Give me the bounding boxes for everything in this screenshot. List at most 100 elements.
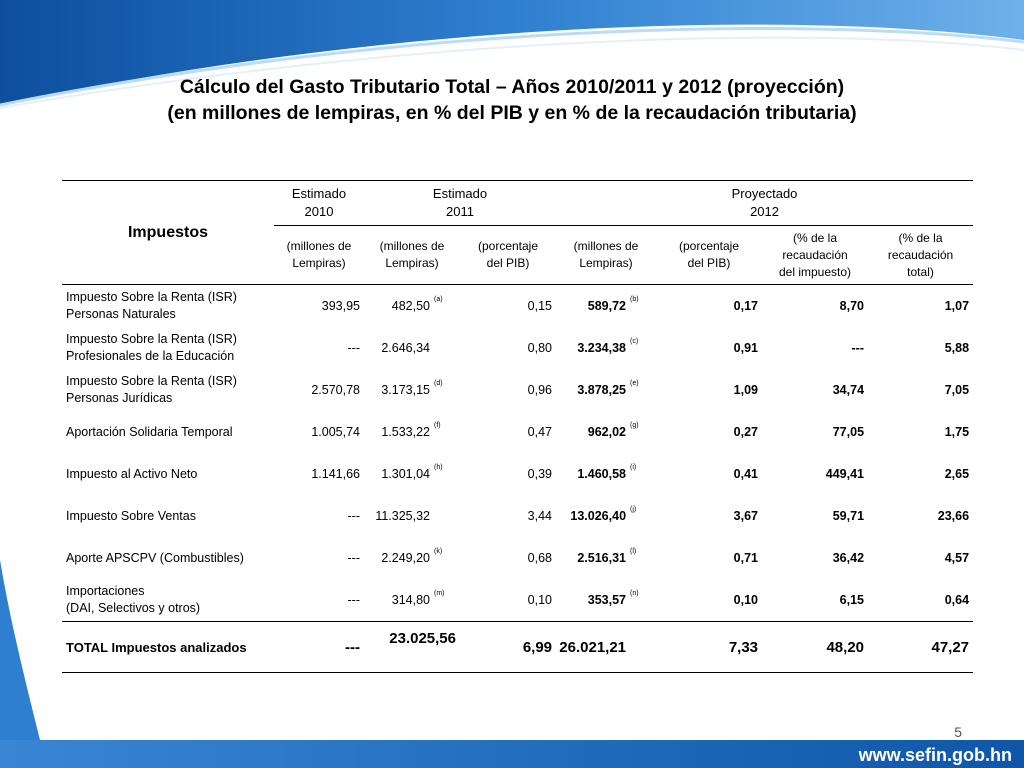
column-header-impuestos: Impuestos <box>62 180 274 285</box>
footnote-marker: (a) <box>434 296 443 303</box>
unit-header-2012-mill: (millones de Lempiras) <box>556 225 657 285</box>
estimado-2011-mill: 3.173,15 (d) <box>364 369 460 411</box>
slide-title: Cálculo del Gasto Tributario Total – Año… <box>0 74 1024 126</box>
estimado-2010: 393,95 <box>321 299 360 313</box>
table-row: Impuesto al Activo Neto 1.141,66 1.301,04(… <box>62 453 973 495</box>
tax-name: Impuesto Sobre la Renta (ISR) Personas Ju… <box>66 374 237 405</box>
proyectado-2012-pib: 0,71 <box>733 551 759 565</box>
tax-expenditure-table: Impuestos Estimado 2010 Estimado 2011 Proy… <box>62 180 974 673</box>
footnote-marker: (e) <box>630 380 639 387</box>
footnote-marker: (l) <box>630 548 637 555</box>
estimado-2010: 1.005,74 <box>311 425 360 439</box>
estimado-2011-pib: 0,68 <box>527 551 553 565</box>
total-2012-rec-tot: 47,27 <box>931 638 970 656</box>
unit-header-2011-mill: (millones de Lempiras) <box>364 225 460 285</box>
footnote-marker: (k) <box>434 548 443 555</box>
header-wave-graphic <box>0 0 1024 109</box>
proyectado-2012-mill: 962,02 (g) <box>556 411 656 453</box>
proyectado-2012-rec-tot: 1,75 <box>944 425 970 439</box>
proyectado-2012-pib: 1,09 <box>733 383 759 397</box>
footnote-marker: (d) <box>434 380 443 387</box>
proyectado-2012-pib: 0,17 <box>733 299 759 313</box>
total-row: TOTAL Impuestos analizados --- 23.025,56… <box>62 621 974 673</box>
estimado-2010: 2.570,78 <box>311 383 360 397</box>
proyectado-2012-rec-tot: 7,05 <box>944 383 970 397</box>
unit-header-2012-rec-imp: (% de la recaudación del impuesto) <box>762 225 869 285</box>
unit-header-2011-pib: (porcentaje del PIB) <box>460 225 557 285</box>
footnote-marker: (m) <box>434 590 445 597</box>
footnote-marker: (f) <box>434 422 441 429</box>
proyectado-2012-rec-imp: 8,70 <box>839 299 865 313</box>
footnote-marker: (c) <box>630 338 639 345</box>
estimado-2010: --- <box>347 551 361 565</box>
estimado-2011-pib: 0,39 <box>527 467 553 481</box>
estimado-2011-pib: 0,15 <box>527 299 553 313</box>
proyectado-2012-rec-tot: 1,07 <box>944 299 970 313</box>
total-2011-mill: 23.025,56 <box>389 630 456 647</box>
proyectado-2012-rec-tot: 2,65 <box>944 467 970 481</box>
proyectado-2012-mill: 353,57 (n) <box>556 579 656 622</box>
tax-name: Impuesto Sobre la Renta (ISR) Profesional… <box>66 332 237 363</box>
table-row: Importaciones (DAI, Selectivos y otros) --… <box>62 579 973 622</box>
estimado-2011-pib: 0,47 <box>527 425 553 439</box>
title-line-1: Cálculo del Gasto Tributario Total – Año… <box>179 76 845 98</box>
unit-header-2010-mill: (millones de Lempiras) <box>274 225 364 285</box>
total-2012-mill: 26.021,21 <box>559 638 627 656</box>
estimado-2010: --- <box>347 509 361 523</box>
table-row: Aporte APSCPV (Combustibles) --- 2.249,20(… <box>62 537 973 579</box>
estimado-2011-pib: 3,44 <box>527 509 553 523</box>
proyectado-2012-mill: 2.516,31 (l) <box>556 537 656 579</box>
proyectado-2012-mill: 3.234,38 (c) <box>556 327 656 369</box>
proyectado-2012-pib: 0,10 <box>733 593 759 607</box>
title-line-2: (en millones de lempiras, en % del PIB y… <box>167 102 857 124</box>
table-row: Impuesto Sobre la Renta (ISR) Personas Na… <box>62 285 973 328</box>
proyectado-2012-rec-tot: 23,66 <box>937 509 970 523</box>
proyectado-2012-pib: 0,27 <box>733 425 759 439</box>
table-row: Aportación Solidaria Temporal 1.005,74 1.5… <box>62 411 973 453</box>
table-row: Impuesto Sobre Ventas --- 11.325,32 3,44 13.… <box>62 495 973 537</box>
estimado-2011-pib: 0,10 <box>527 593 553 607</box>
proyectado-2012-rec-imp: 34,74 <box>832 383 865 397</box>
estimado-2011-mill: 1.533,22 (f) <box>364 411 460 453</box>
footer-url-link[interactable]: www.sefin.gob.hn <box>858 745 1012 765</box>
estimado-2011-mill: 2.646,34 <box>381 341 430 355</box>
total-2012-pib: 7,33 <box>728 638 759 656</box>
footnote-marker: (n) <box>630 590 639 597</box>
estimado-2011-mill: 482,50 (a) <box>364 285 460 328</box>
proyectado-2012-mill: 1.460,58 (i) <box>556 453 656 495</box>
unit-header-2012-pib: (porcentaje del PIB) <box>656 225 763 285</box>
group-header-2010: Estimado 2010 <box>291 186 347 219</box>
proyectado-2012-rec-tot: 5,88 <box>944 341 970 355</box>
footnote-marker: (h) <box>434 464 443 471</box>
proyectado-2012-rec-imp: 36,42 <box>832 551 865 565</box>
footnote-marker: (b) <box>630 296 639 303</box>
total-2010: --- <box>345 638 360 656</box>
estimado-2010: --- <box>347 593 361 607</box>
total-2012-rec-imp: 48,20 <box>826 638 865 656</box>
proyectado-2012-pib: 0,91 <box>733 341 759 355</box>
proyectado-2012-rec-imp: 6,15 <box>839 593 865 607</box>
proyectado-2012-mill: 589,72 (b) <box>556 285 656 328</box>
estimado-2010: 1.141,66 <box>311 467 360 481</box>
proyectado-2012-rec-tot: 0,64 <box>944 593 970 607</box>
proyectado-2012-rec-imp: 449,41 <box>825 467 865 481</box>
group-header-2011: Estimado 2011 <box>432 186 488 219</box>
estimado-2011-pib: 0,96 <box>527 383 553 397</box>
proyectado-2012-rec-imp: 59,71 <box>832 509 865 523</box>
proyectado-2012-pib: 3,67 <box>733 509 759 523</box>
proyectado-2012-rec-imp: --- <box>851 341 865 355</box>
proyectado-2012-rec-imp: 77,05 <box>832 425 865 439</box>
footnote-marker: (i) <box>630 464 637 471</box>
table-row: Impuesto Sobre la Renta (ISR) Profesional… <box>62 327 973 369</box>
left-swoosh-graphic <box>0 560 40 740</box>
estimado-2011-mill: 11.325,32 <box>375 509 430 523</box>
footnote-marker: (g) <box>630 422 639 429</box>
proyectado-2012-mill: 3.878,25 (e) <box>556 369 656 411</box>
tax-name: Impuesto al Activo Neto <box>66 466 198 481</box>
estimado-2011-mill: 2.249,20 (k) <box>364 537 460 579</box>
estimado-2011-mill: 1.301,04 (h) <box>364 453 460 495</box>
estimado-2011-pib: 0,80 <box>527 341 553 355</box>
proyectado-2012-rec-tot: 4,57 <box>944 551 970 565</box>
tax-name: Impuesto Sobre la Renta (ISR) Personas Na… <box>66 290 237 321</box>
tax-name: Impuesto Sobre Ventas <box>66 508 196 523</box>
